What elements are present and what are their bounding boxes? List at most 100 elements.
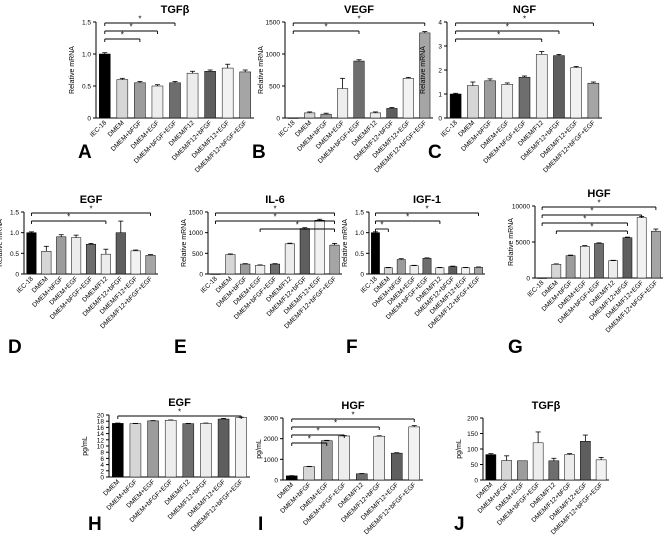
bar xyxy=(85,243,97,275)
bar xyxy=(269,263,281,275)
y-axis-label: pg/mL xyxy=(256,439,263,459)
bar xyxy=(501,460,512,481)
significance-star: * xyxy=(308,435,311,444)
y-tick-label: 4 xyxy=(100,462,104,469)
chart-title: NGF xyxy=(513,4,537,16)
y-tick-label: 4 xyxy=(438,20,442,27)
bar xyxy=(594,243,604,279)
y-tick-label: 0.5 xyxy=(355,251,364,258)
bar xyxy=(435,267,445,275)
y-axis-label: pg/mL xyxy=(456,439,463,459)
bar xyxy=(636,217,647,279)
y-tick-label: 1500 xyxy=(189,210,204,217)
bar xyxy=(369,112,381,119)
bar xyxy=(255,265,266,275)
significance-star: * xyxy=(583,215,586,224)
bar xyxy=(484,80,496,119)
y-tick-label: 1500 xyxy=(266,20,281,27)
bar xyxy=(225,254,236,275)
y-tick-label: 0 xyxy=(276,116,280,123)
y-tick-label: 0 xyxy=(87,116,91,123)
bar xyxy=(608,260,619,279)
y-tick-label: 1.5 xyxy=(10,210,19,217)
y-axis-label: Relative mRNA xyxy=(0,219,4,267)
bar xyxy=(115,232,126,275)
panel-letter: J xyxy=(454,514,465,535)
panel-letter: I xyxy=(258,514,263,535)
chart-title: TGFβ xyxy=(161,4,190,16)
panel-letter: E xyxy=(174,337,187,358)
y-axis-label: Relative mRNA xyxy=(258,46,265,94)
bar xyxy=(408,426,420,481)
bar xyxy=(353,60,365,119)
bar xyxy=(535,54,548,119)
bar xyxy=(532,442,544,481)
y-tick-label: 20 xyxy=(97,413,105,420)
bar xyxy=(240,263,251,275)
bar xyxy=(99,53,111,119)
y-tick-label: 0 xyxy=(15,272,19,279)
bar xyxy=(551,264,562,279)
significance-star: * xyxy=(296,221,299,230)
bar xyxy=(338,435,350,481)
y-tick-label: 1000 xyxy=(189,230,204,237)
bar xyxy=(371,232,380,275)
y-axis-label: Relative mRNA xyxy=(342,219,349,267)
bar xyxy=(210,273,221,275)
chart-title: EGF xyxy=(168,397,191,409)
bar xyxy=(129,423,142,478)
bar xyxy=(169,82,181,119)
y-tick-label: 1 xyxy=(438,92,442,99)
panel-letter: H xyxy=(88,514,102,535)
chart-title: EGF xyxy=(80,194,103,206)
y-tick-label: 10000 xyxy=(512,204,530,211)
bar xyxy=(221,67,234,119)
chart-title: HGF xyxy=(587,188,611,200)
significance-star: * xyxy=(597,199,600,208)
bar xyxy=(329,244,340,275)
y-axis-label: Relative mRNA xyxy=(508,218,515,266)
bar xyxy=(314,220,325,275)
significance-star: * xyxy=(121,31,124,40)
bar xyxy=(651,230,661,279)
y-tick-label: 200 xyxy=(467,416,478,423)
x-tick-label: IEC-18 xyxy=(440,119,460,139)
y-tick-label: 1000 xyxy=(264,457,279,464)
bar xyxy=(71,237,82,275)
bar xyxy=(299,228,310,275)
significance-star: * xyxy=(590,207,593,216)
y-axis-label: pg/mL xyxy=(82,436,89,456)
y-tick-label: 8 xyxy=(100,450,104,457)
y-tick-label: 0 xyxy=(526,276,530,283)
bar xyxy=(286,475,298,481)
bar xyxy=(422,258,432,275)
bar xyxy=(164,420,177,478)
panel-letter: F xyxy=(346,337,358,358)
significance-star: * xyxy=(325,23,328,32)
bar xyxy=(373,435,385,481)
x-tick-label: IEC-18 xyxy=(277,119,297,139)
y-tick-label: 1.5 xyxy=(355,210,364,217)
y-tick-label: 1000 xyxy=(266,52,281,59)
y-tick-label: 0.5 xyxy=(82,84,91,91)
bar xyxy=(284,243,295,275)
bar xyxy=(100,253,111,275)
significance-star: * xyxy=(406,213,409,222)
y-tick-label: 5000 xyxy=(516,240,531,247)
panel-i: HGFpg/mL0100020003000DMEMDMEM+bFGFDMEM+E… xyxy=(256,400,423,536)
chart-title: HGF xyxy=(341,400,365,412)
bar xyxy=(396,259,406,275)
bar xyxy=(204,71,216,119)
y-tick-label: 2 xyxy=(438,68,442,75)
x-tick-label: IEC-18 xyxy=(89,119,109,139)
significance-star: * xyxy=(523,15,526,24)
bar xyxy=(151,85,164,119)
bar xyxy=(321,440,333,481)
bar xyxy=(217,418,230,478)
bar xyxy=(239,71,251,119)
